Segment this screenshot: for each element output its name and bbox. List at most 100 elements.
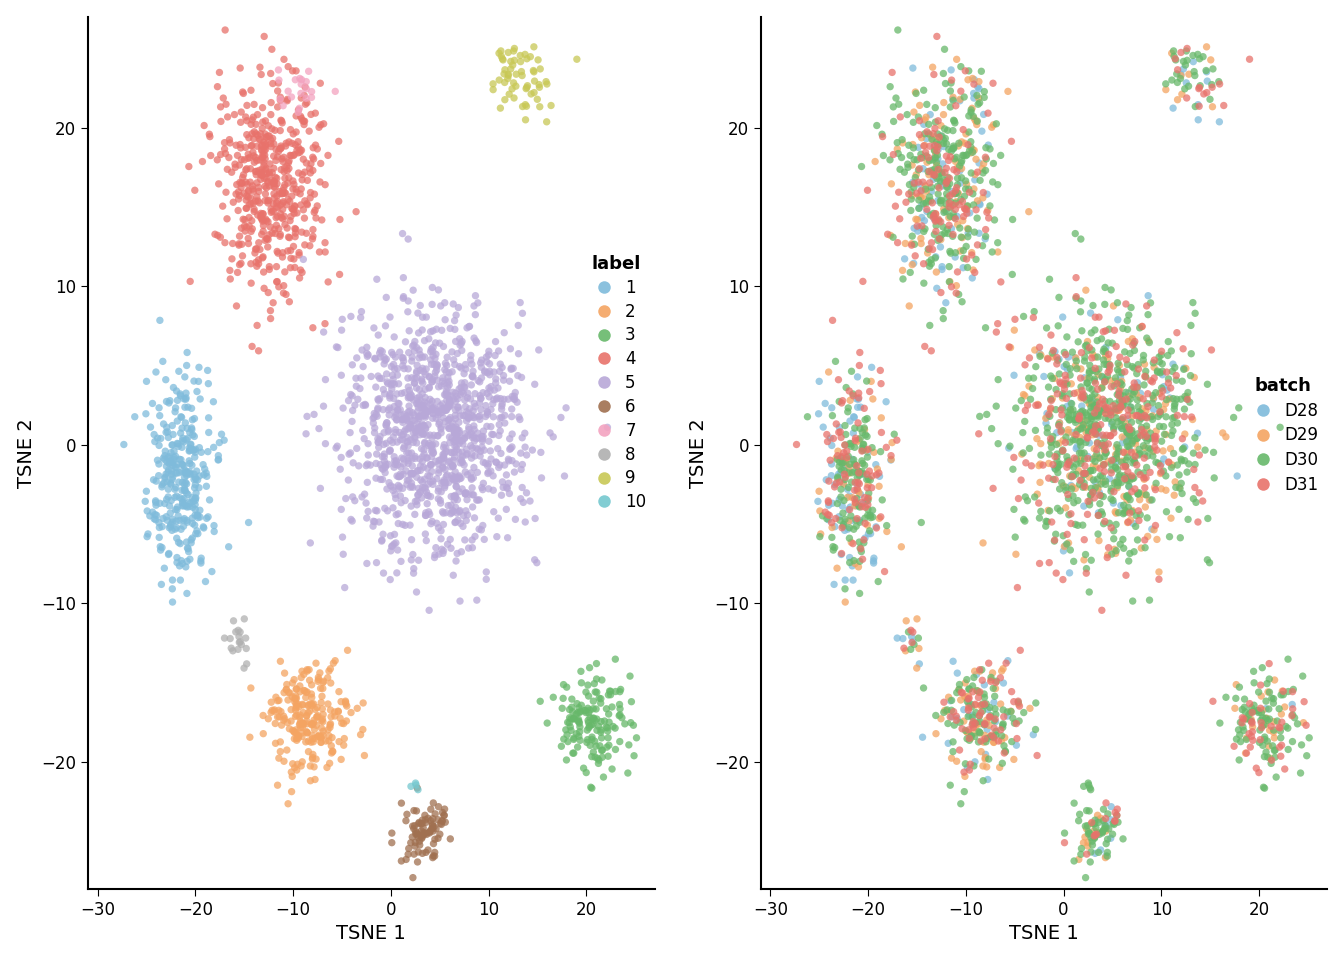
Point bbox=[989, 670, 1011, 685]
Point bbox=[1074, 475, 1095, 491]
Point bbox=[1163, 101, 1184, 116]
Point bbox=[261, 121, 282, 136]
Point bbox=[198, 509, 219, 524]
Point bbox=[1113, 459, 1134, 474]
Point bbox=[586, 656, 607, 671]
Point bbox=[415, 812, 437, 828]
Point bbox=[1238, 707, 1259, 722]
Point bbox=[446, 469, 468, 485]
Point bbox=[860, 373, 882, 389]
Point bbox=[977, 137, 999, 153]
Point bbox=[482, 427, 504, 443]
Point bbox=[469, 388, 491, 403]
Point bbox=[469, 492, 491, 508]
Point bbox=[953, 89, 974, 105]
Point bbox=[587, 756, 609, 771]
Point bbox=[449, 422, 470, 438]
Point bbox=[406, 366, 427, 381]
Point bbox=[1023, 727, 1044, 742]
Point bbox=[981, 120, 1003, 135]
Point bbox=[508, 409, 530, 424]
Point bbox=[597, 720, 618, 735]
Point bbox=[837, 521, 859, 537]
Point bbox=[946, 185, 968, 201]
Point bbox=[981, 728, 1003, 743]
Point bbox=[367, 402, 388, 418]
Point bbox=[1066, 289, 1087, 304]
Point bbox=[973, 677, 995, 692]
Point bbox=[153, 452, 175, 468]
Point bbox=[175, 465, 196, 480]
Point bbox=[394, 423, 415, 439]
Point bbox=[946, 684, 968, 700]
Point bbox=[1154, 76, 1176, 91]
Point bbox=[504, 465, 526, 480]
Point bbox=[246, 138, 267, 154]
Point bbox=[319, 728, 340, 743]
Point bbox=[1148, 571, 1169, 587]
Point bbox=[405, 334, 426, 349]
Point bbox=[425, 540, 446, 555]
Point bbox=[958, 108, 980, 124]
Point bbox=[419, 324, 441, 340]
Point bbox=[949, 677, 970, 692]
Point bbox=[1052, 391, 1074, 406]
Point bbox=[500, 361, 521, 376]
Point bbox=[411, 441, 433, 456]
Point bbox=[234, 660, 255, 676]
Point bbox=[862, 392, 883, 407]
Point bbox=[1101, 379, 1122, 395]
Point bbox=[1269, 701, 1290, 716]
Point bbox=[862, 440, 883, 455]
Point bbox=[444, 492, 465, 508]
Point bbox=[284, 205, 305, 221]
Point bbox=[860, 507, 882, 522]
Point bbox=[462, 429, 484, 444]
Point bbox=[171, 440, 192, 455]
Point bbox=[1107, 312, 1129, 327]
Point bbox=[422, 850, 444, 865]
Point bbox=[1098, 362, 1120, 377]
Point bbox=[222, 252, 243, 267]
Point bbox=[161, 594, 183, 610]
Point bbox=[1113, 388, 1134, 403]
Point bbox=[977, 731, 999, 746]
Point bbox=[271, 196, 293, 211]
Point bbox=[414, 418, 435, 433]
Point bbox=[931, 228, 953, 243]
Point bbox=[907, 631, 929, 646]
Point bbox=[445, 307, 466, 323]
Point bbox=[277, 93, 298, 108]
Point bbox=[180, 467, 202, 482]
Point bbox=[945, 202, 966, 217]
Point bbox=[384, 422, 406, 438]
Point bbox=[415, 505, 437, 520]
Point bbox=[1094, 457, 1116, 472]
Point bbox=[1121, 300, 1142, 315]
Point bbox=[1098, 322, 1120, 337]
Point bbox=[927, 137, 949, 153]
Point bbox=[175, 474, 196, 490]
Point bbox=[456, 321, 477, 336]
Point bbox=[253, 218, 274, 233]
Point bbox=[190, 553, 211, 568]
Point bbox=[1241, 729, 1262, 744]
Point bbox=[1226, 732, 1247, 747]
Point bbox=[284, 202, 305, 217]
Point bbox=[427, 520, 449, 536]
Point bbox=[187, 384, 208, 399]
Point bbox=[305, 656, 327, 671]
Point bbox=[503, 361, 524, 376]
Point bbox=[422, 443, 444, 458]
Point bbox=[417, 842, 438, 857]
Point bbox=[1137, 399, 1159, 415]
Point bbox=[958, 762, 980, 778]
Point bbox=[898, 624, 919, 639]
Point bbox=[973, 773, 995, 788]
Point bbox=[228, 257, 250, 273]
Point bbox=[1110, 375, 1132, 391]
Point bbox=[954, 675, 976, 690]
Point bbox=[1129, 492, 1150, 507]
Point bbox=[582, 693, 603, 708]
Point bbox=[370, 429, 391, 444]
